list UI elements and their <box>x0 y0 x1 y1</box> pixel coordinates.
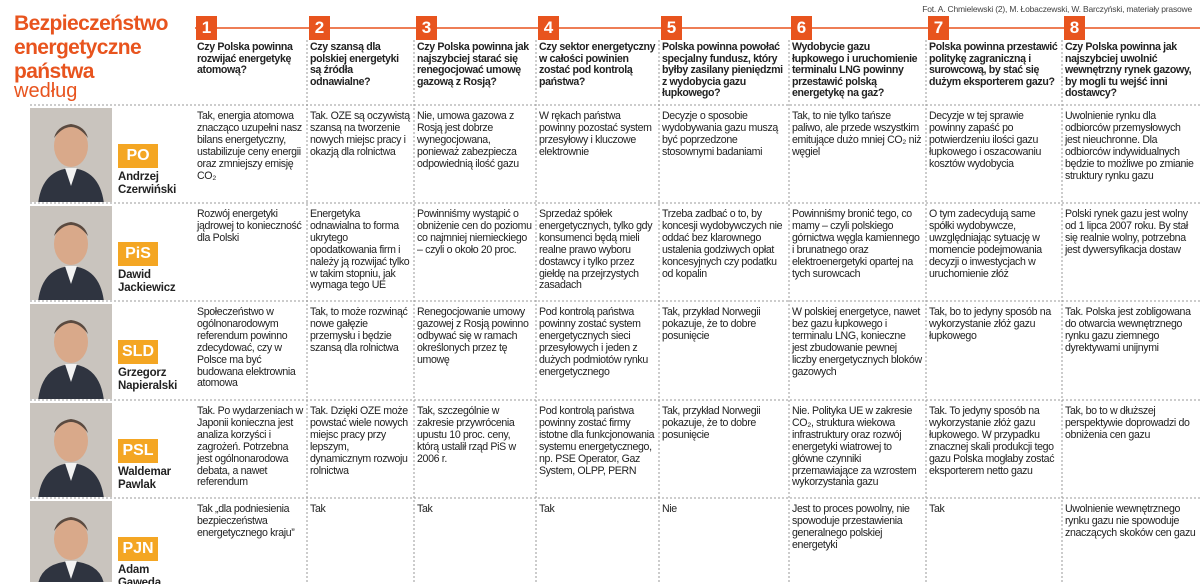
answer: Tak <box>929 503 945 515</box>
answer: Tak, to nie tylko tańsze paliwo, ale prz… <box>792 110 922 158</box>
answer: Uwolnienie rynku dla odbiorców przemysło… <box>1065 110 1194 182</box>
title-line: Bezpieczeństwo <box>14 12 168 35</box>
answer: Energetyka odnawialna to forma ukrytego … <box>310 208 410 292</box>
question: Czy Polska powinna rozwijać energetykę a… <box>197 41 293 77</box>
question: Czy szansą dla polskiej energetyki są źr… <box>310 41 399 88</box>
politician-name: Czerwiński <box>118 184 177 196</box>
answer: Nie. Polityka UE w zakresie CO₂, struktu… <box>792 405 917 489</box>
politician-name: Pawlak <box>118 479 156 491</box>
answer: Decyzje o sposobie wydobywania gazu musz… <box>662 110 778 158</box>
answer: W polskiej energetyce, nawet bez gazu łu… <box>792 306 922 378</box>
question: Czy Polska powinna jak najszybciej stara… <box>417 41 529 88</box>
answer: Uwolnienie wewnętrznego rynku gazu nie s… <box>1065 503 1196 539</box>
answer: Trzeba zadbać o to, by koncesji wydobywc… <box>662 208 783 280</box>
answer: Rozwój energetyki jądrowej to koniecznoś… <box>197 208 302 244</box>
answer: Tak, energia atomowa znacząco uzupełni n… <box>197 110 302 182</box>
question-number: 5 <box>661 16 682 40</box>
question: Czy sektor energetyczny w całości powini… <box>539 41 656 88</box>
photo <box>30 403 112 497</box>
answer: Tak, szczególnie w zakresie przywrócenia… <box>417 405 516 465</box>
answer: Tak <box>539 503 555 515</box>
answer: W rękach państwa powinny pozostać system… <box>539 110 652 158</box>
answer: Powinniśmy bronić tego, co mamy – czyli … <box>792 208 920 280</box>
question-number: 6 <box>791 16 812 40</box>
answer: Powinniśmy wystąpić o obniżenie cen do p… <box>417 208 532 256</box>
answer: Tak. Polska jest zobligowana do otwarcia… <box>1065 306 1191 354</box>
politician-name: Grzegorz <box>118 367 167 379</box>
question-number: 1 <box>196 16 217 40</box>
photo-credit: Fot. A. Chmielewski (2), M. Łobaczewski,… <box>922 4 1192 14</box>
subtitle: według <box>14 80 78 102</box>
politician-name: Jackiewicz <box>118 282 176 294</box>
photo <box>30 108 112 202</box>
portrait <box>38 517 104 582</box>
party-badge: PSL <box>118 439 158 463</box>
question-number: 3 <box>416 16 437 40</box>
politician-name: Dawid <box>118 269 151 281</box>
answer: Tak, to może rozwinąć nowe gałęzie przem… <box>310 306 408 354</box>
photo <box>30 206 112 300</box>
portrait <box>38 320 104 399</box>
answer: Renegocjowanie umowy gazowej z Rosją pow… <box>417 306 529 366</box>
answer: Społeczeństwo w ogólnonarodowym referend… <box>197 306 296 390</box>
question-number: 8 <box>1064 16 1085 40</box>
question: Polska powinna powołać specjalny fundusz… <box>662 41 783 100</box>
question-number: 7 <box>928 16 949 40</box>
answer: Tak, przykład Norwegii pokazuje, że to d… <box>662 306 761 342</box>
question: Polska powinna przestawić politykę zagra… <box>929 41 1058 88</box>
question-number: 2 <box>309 16 330 40</box>
answer: Decyzje w tej sprawie powinny zapaść po … <box>929 110 1042 170</box>
answer: Tak <box>310 503 326 515</box>
party-badge: PO <box>118 144 158 168</box>
answer: Tak <box>417 503 433 515</box>
answer: Pod kontrolą państwa powinny zostać firm… <box>539 405 655 477</box>
photo <box>30 304 112 399</box>
politician-name: Andrzej <box>118 171 159 183</box>
answer: Tak. To jedyny sposób na wykorzystanie z… <box>929 405 1055 477</box>
answer: O tym zadecydują same spółki wydobywcze,… <box>929 208 1042 280</box>
portrait <box>38 222 104 300</box>
portrait <box>38 419 104 497</box>
answer: Tak. Po wydarzeniach w Japonii konieczna… <box>197 405 303 489</box>
title-line: państwa <box>14 60 94 83</box>
answer: Tak. Dzięki OZE może powstać wiele nowyc… <box>310 405 408 477</box>
portrait <box>38 124 104 202</box>
politician-name: Adam <box>118 564 150 576</box>
answer: Pod kontrolą państwa powinny zostać syst… <box>539 306 648 378</box>
answer: Nie, umowa gazowa z Rosją jest dobrze wy… <box>417 110 519 170</box>
title-line: energetyczne <box>14 36 142 59</box>
question: Wydobycie gazu łupkowego i uruchomienie … <box>792 41 918 100</box>
answer: Tak, bo to jedyny sposób na wykorzystani… <box>929 306 1051 342</box>
politician-name: Waldemar <box>118 466 171 478</box>
question: Czy Polska powinna jak najszybciej uwoln… <box>1065 41 1192 100</box>
answer: Tak „dla podniesienia bezpieczeństwa ene… <box>197 503 295 539</box>
answer: Tak, przykład Norwegii pokazuje, że to d… <box>662 405 761 441</box>
politician-name: Napieralski <box>118 380 178 392</box>
answer: Sprzedaż spółek energetycznych, tylko gd… <box>539 208 653 292</box>
politician-name: Gawęda <box>118 577 161 584</box>
party-badge: PiS <box>118 242 158 266</box>
answer: Tak. OZE są oczywistą szansą na tworzeni… <box>310 110 410 158</box>
photo <box>30 501 112 582</box>
question-number: 4 <box>538 16 559 40</box>
answer: Polski rynek gazu jest wolny od 1 lipca … <box>1065 208 1188 256</box>
party-badge: PJN <box>118 537 158 561</box>
answer: Jest to proces powolny, nie spowoduje pr… <box>792 503 910 551</box>
answer: Nie <box>662 503 677 515</box>
party-badge: SLD <box>118 340 158 364</box>
answer: Tak, bo to w dłuższej perspektywie dopro… <box>1065 405 1190 441</box>
